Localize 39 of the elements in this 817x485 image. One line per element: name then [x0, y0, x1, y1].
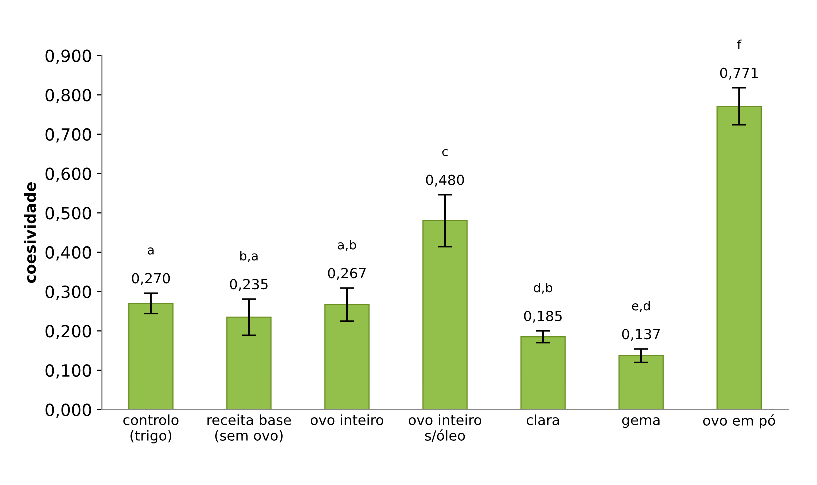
bar: [324, 304, 370, 410]
data-label: 0,235: [230, 279, 268, 292]
x-tick-label: ovo inteiro s/óleo: [409, 414, 482, 442]
bar: [128, 303, 174, 410]
data-label: 0,185: [524, 311, 562, 323]
data-label: 0,270: [132, 273, 170, 286]
y-tick-label: 0,800: [46, 89, 92, 104]
annotation: c: [442, 149, 448, 156]
bar: [226, 316, 272, 410]
y-tick-label: 0,700: [46, 128, 92, 143]
x-tick-label: ovo em pó: [703, 414, 776, 429]
data-label: 0,480: [426, 174, 464, 187]
data-label: 0,771: [720, 68, 758, 80]
y-tick-label: 0,100: [46, 364, 92, 379]
bar: [716, 106, 762, 410]
annotation: a: [148, 248, 154, 255]
y-tick-label: 0,600: [46, 168, 92, 182]
bar: [422, 220, 468, 410]
annotation: b,a: [240, 251, 258, 262]
y-tick-label: 0,900: [46, 50, 92, 64]
x-tick-label: ovo inteiro: [310, 414, 384, 426]
data-label: 0,137: [622, 329, 660, 342]
annotation: a,b: [338, 240, 356, 252]
data-label: 0,267: [328, 268, 366, 280]
y-axis-title: coesividade: [24, 182, 36, 284]
bar: [520, 336, 566, 410]
x-tick-label: clara: [526, 414, 560, 426]
annotation: e,d: [632, 301, 650, 312]
text: f: [737, 40, 742, 50]
y-tick-label: 0,400: [46, 246, 92, 261]
y-tick-label: 0,200: [46, 325, 92, 340]
y-tick-label: 0,000: [46, 404, 92, 418]
x-tick-label: controlo (trigo): [124, 414, 179, 444]
y-tick-label: 0,500: [46, 207, 92, 222]
x-tick-label: receita base (sem ovo): [208, 414, 292, 443]
y-tick-label: 0,300: [46, 286, 92, 300]
annotation: d,b: [534, 282, 553, 294]
x-tick-label: gema: [622, 417, 660, 428]
bar: [618, 355, 664, 410]
